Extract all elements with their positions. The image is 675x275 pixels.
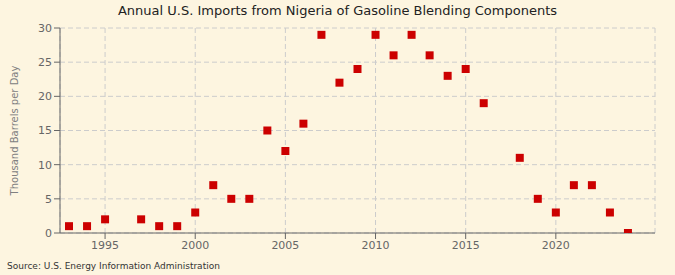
svg-text:1995: 1995 (91, 239, 119, 252)
svg-text:2015: 2015 (452, 239, 480, 252)
svg-text:15: 15 (38, 124, 52, 137)
svg-text:20: 20 (38, 90, 52, 103)
svg-text:2020: 2020 (542, 239, 570, 252)
svg-text:0: 0 (45, 227, 52, 240)
html-text:Source: U.S. Energy Informatio: Source: U.S. Energy Information Administ… (7, 261, 220, 271)
svg-text:2010: 2010 (362, 239, 390, 252)
svg-text:30: 30 (38, 22, 52, 35)
svg-text:10: 10 (38, 159, 52, 172)
svg-text:25: 25 (38, 56, 52, 69)
svg-text:2005: 2005 (271, 239, 299, 252)
svg-text:Thousand Barrels per Day: Thousand Barrels per Day (9, 66, 20, 197)
svg-text:5: 5 (45, 193, 52, 206)
html-text:Annual U.S. Imports from Niger: Annual U.S. Imports from Nigeria of Gaso… (118, 3, 557, 18)
svg-text:2000: 2000 (181, 239, 209, 252)
